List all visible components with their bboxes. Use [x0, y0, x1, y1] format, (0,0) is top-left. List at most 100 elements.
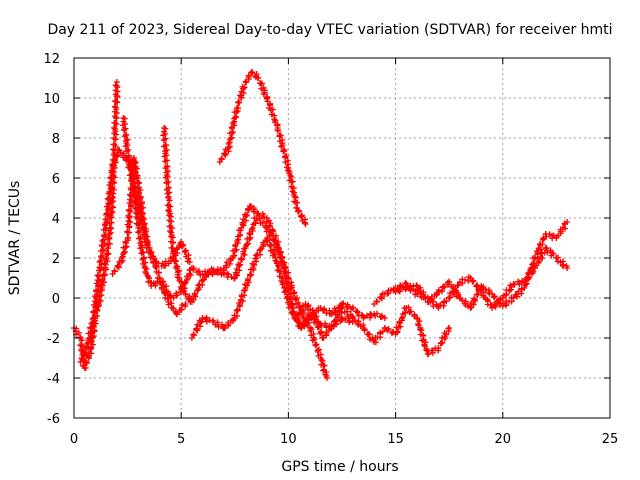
series-marker — [321, 307, 328, 314]
series-marker — [78, 355, 85, 362]
data-point — [349, 305, 356, 311]
series-marker — [232, 269, 239, 276]
series-marker — [243, 212, 250, 218]
series-marker — [223, 259, 230, 266]
series-marker — [144, 239, 151, 246]
data-point — [255, 75, 262, 81]
series-marker — [379, 328, 386, 335]
series-marker — [226, 260, 233, 267]
series-marker — [338, 310, 345, 317]
series-marker — [316, 324, 323, 331]
series-marker — [471, 296, 478, 303]
series-marker — [281, 259, 288, 266]
series-marker — [246, 271, 253, 278]
series-marker — [470, 301, 477, 308]
series-marker — [88, 329, 95, 336]
series-marker — [95, 283, 102, 290]
series-marker — [261, 89, 268, 96]
series-marker — [415, 320, 422, 327]
series-marker — [155, 269, 162, 276]
series-marker — [266, 222, 273, 229]
y-tick-label: 6 — [52, 172, 60, 187]
data-point — [435, 289, 442, 295]
series-marker — [146, 275, 153, 282]
data-point — [225, 145, 232, 151]
series-marker — [112, 104, 119, 111]
series-marker — [218, 155, 225, 162]
series-marker — [439, 334, 446, 341]
data-point — [553, 255, 560, 261]
series-marker — [289, 178, 296, 185]
data-point — [414, 315, 421, 321]
series-marker — [282, 288, 289, 295]
grid — [74, 58, 610, 418]
series-marker — [238, 255, 245, 262]
series-marker — [78, 346, 85, 353]
series-marker — [124, 154, 131, 161]
series-marker — [111, 267, 118, 274]
series-marker — [152, 263, 159, 270]
series-marker — [225, 321, 232, 328]
series-marker — [96, 259, 103, 266]
series-marker — [408, 308, 415, 315]
series-marker — [322, 371, 329, 378]
data-point — [306, 325, 313, 331]
series-marker — [93, 293, 100, 300]
data-point — [242, 285, 249, 291]
series-marker — [165, 207, 172, 214]
series-marker — [138, 199, 145, 206]
series-marker — [527, 266, 534, 273]
satellite-track-6 — [188, 235, 356, 341]
series-marker — [112, 126, 119, 133]
series-marker — [215, 323, 222, 330]
data-point — [424, 351, 431, 357]
series-marker — [165, 260, 172, 267]
series-marker — [172, 258, 179, 265]
series-marker — [106, 240, 113, 247]
series-marker — [455, 291, 462, 298]
series-marker — [268, 241, 275, 248]
series-marker — [269, 106, 276, 113]
data-point — [81, 365, 88, 371]
data-point — [403, 285, 410, 291]
data-point — [424, 299, 431, 305]
series-marker — [323, 331, 330, 338]
series-marker — [234, 238, 241, 245]
series-marker — [111, 119, 118, 126]
series-marker — [139, 225, 146, 232]
series-marker — [269, 227, 276, 234]
series-marker — [490, 294, 497, 301]
series-marker — [135, 189, 142, 196]
series-marker — [125, 206, 132, 213]
series-marker — [252, 255, 259, 262]
data-point — [188, 335, 195, 341]
series-marker — [124, 228, 131, 235]
series-marker — [132, 159, 138, 166]
series-marker — [257, 246, 264, 253]
series-marker — [378, 294, 385, 301]
data-point — [116, 147, 123, 153]
series-marker — [136, 235, 143, 242]
data-point — [306, 315, 313, 321]
series-marker — [150, 258, 157, 265]
series-marker — [110, 141, 117, 148]
data-point — [242, 79, 249, 85]
series-marker — [93, 287, 100, 294]
series-marker — [295, 208, 302, 215]
plot-frame — [73, 57, 611, 419]
data-point — [165, 195, 172, 201]
data-point — [90, 315, 97, 321]
data-point — [253, 215, 260, 221]
series-marker — [113, 152, 120, 159]
data-point — [229, 255, 236, 261]
data-point — [255, 211, 262, 217]
data-point — [238, 225, 245, 231]
y-tick-label: 0 — [52, 292, 60, 307]
series-marker — [235, 98, 242, 105]
series-marker — [344, 303, 351, 310]
series-marker — [323, 310, 330, 317]
series-marker — [162, 258, 169, 265]
series-marker — [368, 311, 375, 318]
x-tick-label: 0 — [70, 432, 78, 447]
data-point — [165, 299, 172, 305]
